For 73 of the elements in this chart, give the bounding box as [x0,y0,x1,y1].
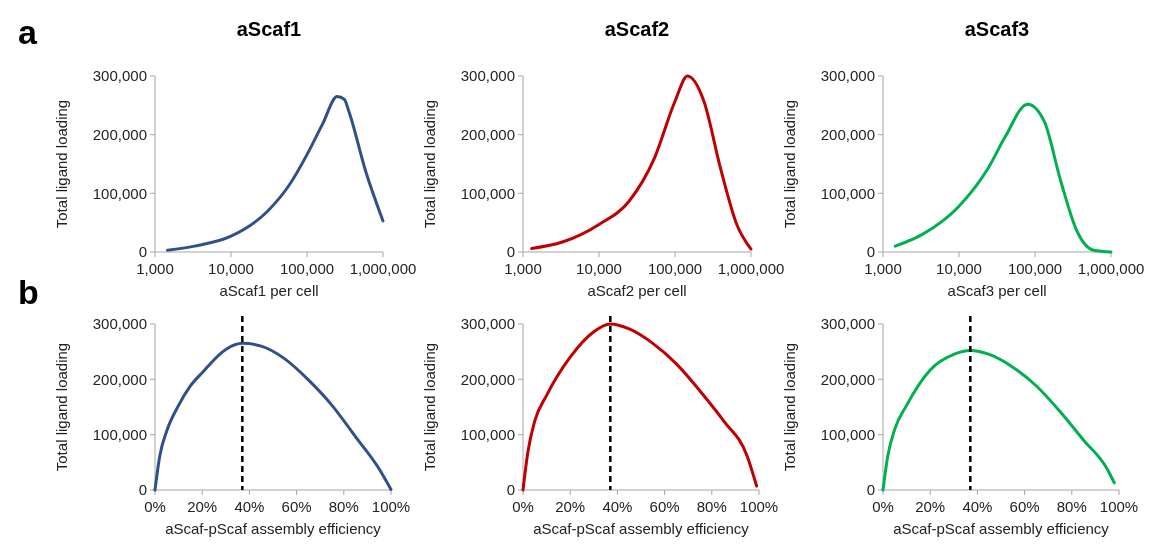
y-axis-title: Total ligand loading [781,342,798,472]
y-axis-title: Total ligand loading [53,342,70,472]
x-tick-label: 80% [696,498,727,515]
x-tick-label: 0% [144,498,166,515]
y-tick-label: 200,000 [92,125,147,143]
y-tick-label: 0 [866,481,875,499]
x-axis-title: aScaf3 per cell [947,282,1047,299]
x-tick-label: 100,000 [1007,260,1063,277]
x-tick-label: 0% [872,498,894,515]
x-tick-label: 10,000 [576,260,622,277]
y-axis-title: Total ligand loading [421,342,438,472]
x-tick-label: 20% [915,498,946,515]
x-tick-label: 100,000 [647,260,703,277]
y-tick-label: 100,000 [92,184,147,202]
chart-title: aScaf1 [236,18,302,40]
x-tick-label: 1,000,000 [717,260,785,277]
x-tick-label: 100% [1099,498,1139,515]
x-tick-label: 100% [739,498,779,515]
x-tick-label: 1,000,000 [349,260,417,277]
chart-title: aScaf3 [964,18,1030,40]
y-tick-label: 300,000 [460,67,515,85]
x-tick-label: 80% [328,498,359,515]
x-tick-label: 1,000,000 [1077,260,1145,277]
y-tick-label: 300,000 [460,315,515,333]
chart-title: aScaf2 [604,18,670,40]
text: a [18,13,38,51]
x-tick-label: 100% [371,498,411,515]
y-axis-title: Total ligand loading [781,99,798,229]
y-tick-label: 200,000 [820,370,875,388]
x-tick-label: 20% [187,498,218,515]
y-tick-label: 300,000 [820,315,875,333]
line-series [881,349,1116,492]
y-axis-title: Total ligand loading [53,99,70,229]
x-tick-label: 0% [512,498,534,515]
x-tick-label: 20% [555,498,586,515]
x-tick-label: 10,000 [936,260,982,277]
x-tick-label: 1,000 [504,260,542,277]
x-axis-title: aScaf-pScaf assembly efficiency [893,520,1110,537]
x-tick-label: 40% [602,498,633,515]
x-axis-title: aScaf-pScaf assembly efficiency [533,520,750,537]
y-tick-label: 0 [866,243,875,261]
x-axis-title: aScaf2 per cell [587,282,687,299]
y-tick-label: 100,000 [820,184,875,202]
y-tick-label: 0 [138,243,147,261]
x-axis-title: aScaf-pScaf assembly efficiency [165,520,382,537]
x-tick-label: 100,000 [279,260,335,277]
x-tick-label: 80% [1056,498,1087,515]
y-tick-label: 200,000 [460,125,515,143]
y-tick-label: 0 [506,481,515,499]
y-tick-label: 200,000 [820,125,875,143]
line-series [521,322,759,492]
x-tick-label: 1,000 [136,260,174,277]
text: b [18,273,39,311]
x-tick-label: 10,000 [208,260,254,277]
y-tick-label: 0 [506,243,515,261]
x-tick-label: 1,000 [864,260,902,277]
x-tick-label: 40% [234,498,265,515]
y-tick-label: 100,000 [92,425,147,443]
y-tick-label: 200,000 [460,370,515,388]
y-tick-label: 300,000 [820,67,875,85]
y-tick-label: 200,000 [92,370,147,388]
y-tick-label: 100,000 [820,425,875,443]
x-tick-label: 60% [1009,498,1040,515]
y-tick-label: 300,000 [92,67,147,85]
x-axis-title: aScaf1 per cell [219,282,319,299]
y-axis-title: Total ligand loading [421,99,438,229]
y-tick-label: 100,000 [460,184,515,202]
y-tick-label: 100,000 [460,425,515,443]
y-tick-label: 0 [138,481,147,499]
x-tick-label: 60% [281,498,312,515]
x-tick-label: 40% [962,498,993,515]
y-tick-label: 300,000 [92,315,147,333]
x-tick-label: 60% [649,498,680,515]
